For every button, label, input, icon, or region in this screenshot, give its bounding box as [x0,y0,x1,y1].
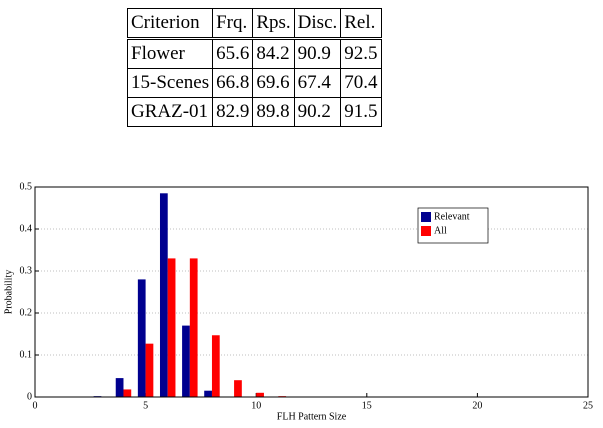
table-cell: 69.6 [252,68,295,98]
table-row: Criterion Frq. Rps. Disc. Rel. [126,8,382,40]
y-axis-label: Probability [3,270,14,314]
y-tick-label: 0.4 [20,223,33,234]
x-tick-label: 10 [251,400,261,411]
table-cell: 66.8 [212,68,254,98]
bar [159,193,168,397]
y-tick-label: 0.2 [20,307,33,318]
x-tick-label: 25 [583,400,593,411]
y-tick-label: 0.1 [20,349,33,360]
legend-swatch [421,226,431,236]
table-cell: 90.9 [293,38,342,69]
axes-box [34,186,589,398]
x-axis-label: FLH Pattern Size [277,411,347,422]
table-cell: Rel. [340,8,382,40]
y-tick-label: 0.3 [20,265,33,276]
table-cell: 84.2 [252,38,295,69]
table-row: Flower 65.6 84.2 90.9 92.5 [126,38,382,69]
table-cell: 67.4 [293,68,342,98]
y-tick-label: 0.5 [20,181,33,192]
bar [145,343,154,397]
bar [256,392,264,397]
table-cell: 89.8 [252,97,295,127]
bar [123,389,132,397]
x-tick-label: 5 [143,400,148,411]
bar [189,258,198,397]
bar [137,279,146,397]
x-tick-label: 20 [472,400,482,411]
table-cell: 70.4 [340,68,382,98]
table-cell: 15-Scenes [126,68,214,98]
bar [182,325,190,397]
table-cell: Frq. [212,8,254,40]
legend-label: Relevant [434,211,470,222]
plot-area [35,187,588,397]
table-cell: Criterion [126,8,214,40]
bar [115,378,124,397]
table-row: GRAZ-01 82.9 89.8 90.2 91.5 [126,97,382,127]
table-row: 15-Scenes 66.8 69.6 67.4 70.4 [126,68,382,98]
bar [204,390,212,397]
results-table: Criterion Frq. Rps. Disc. Rel. Flower 65.6 84.2… [126,8,382,127]
table-cell: GRAZ-01 [126,97,214,127]
table-cell: 91.5 [340,97,382,127]
x-tick-label: 15 [362,400,372,411]
bar [234,380,242,397]
table-cell: Disc. [293,8,342,40]
table-cell: 82.9 [212,97,254,127]
table-cell: 65.6 [212,38,254,69]
table-cell: 92.5 [340,38,382,69]
bar [211,335,220,397]
table-cell: 90.2 [293,97,342,127]
bar [167,258,176,397]
x-tick-label: 0 [33,400,38,411]
legend-label: All [434,225,447,236]
table-cell: Rps. [252,8,295,40]
y-tick-label: 0 [27,391,32,402]
legend-swatch [421,212,431,222]
